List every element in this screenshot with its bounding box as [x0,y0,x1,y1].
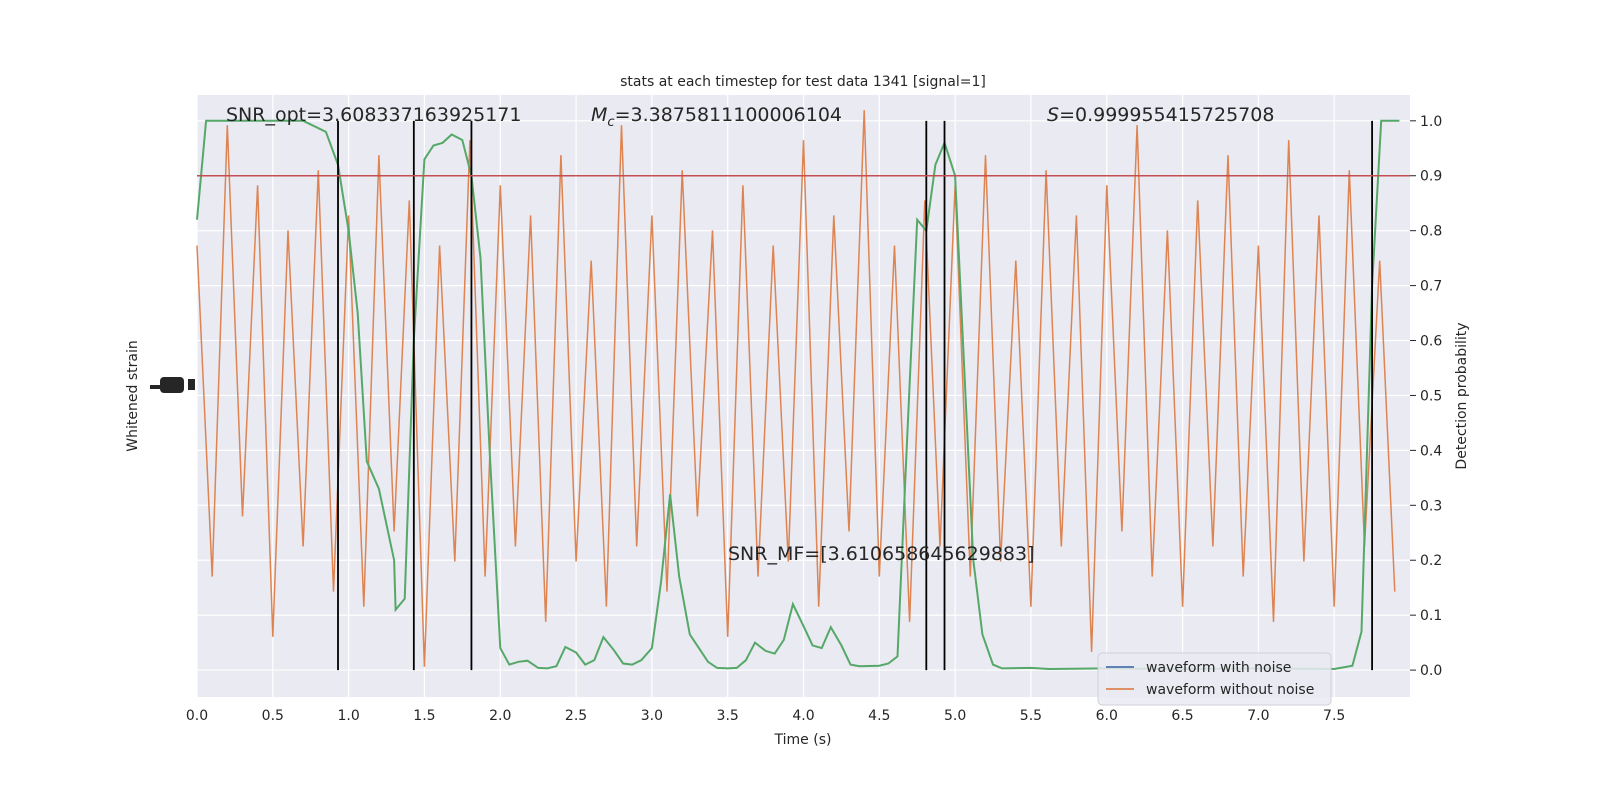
x-tick-label: 5.0 [944,708,966,724]
x-tick-label: 4.5 [868,708,890,724]
annotation: Mc=3.3875811100006104 [591,104,842,130]
y2-tick-label: 0.7 [1420,279,1442,295]
x-tick-label: 7.5 [1323,708,1345,724]
x-tick-label: 4.0 [792,708,814,724]
x-tick-label: 7.0 [1247,708,1269,724]
x-tick-label: 5.5 [1020,708,1042,724]
y2-tick-label: 0.3 [1420,498,1442,514]
x-tick-label: 2.5 [565,708,587,724]
y2-tick-label: 0.8 [1420,224,1442,240]
annotation-text: =0.999955415725708 [1059,104,1274,126]
x-tick-label: 0.0 [186,708,208,724]
legend-label: waveform without noise [1146,682,1314,698]
chart-title: stats at each timestep for test data 134… [620,74,986,90]
annotation: S=0.999955415725708 [1047,104,1274,126]
x-tick-label: 1.0 [337,708,359,724]
annotation: SNR_opt=3.608337163925171 [226,104,521,126]
legend-box [1097,652,1332,706]
x-axis-label: Time (s) [774,732,832,748]
y2-tick-label: 0.9 [1420,169,1442,185]
y-axis-label: Whitened strain [125,340,141,451]
annotation-symbol: M [591,104,607,126]
x-tick-label: 3.5 [717,708,739,724]
x-tick-label: 3.0 [641,708,663,724]
y2-tick-label: 0.2 [1420,553,1442,569]
y2-tick-label: 0.6 [1420,334,1442,350]
legend-label: waveform with noise [1146,660,1291,676]
legend: waveform with noise waveform without nois… [1097,652,1332,706]
series-line [196,119,1400,671]
y2-tick-label: 0.0 [1420,663,1442,679]
y2-axis-label: Detection probability [1454,322,1470,469]
annotation-text: =3.3875811100006104 [615,104,842,126]
annotation-symbol: S [1047,104,1059,126]
y-tick-blob [188,379,195,390]
y2-tick-label: 0.5 [1420,388,1442,404]
x-tick-label: 0.5 [262,708,284,724]
y2-tick-label: 0.4 [1420,443,1442,459]
x-tick-label: 2.0 [489,708,511,724]
marks [196,110,1410,671]
series-line [196,110,1396,667]
x-tick-label: 6.5 [1171,708,1193,724]
annotation: SNR_MF=[3.610658645629883] [728,543,1035,565]
y-tick-blob [160,377,184,393]
y2-tick-label: 1.0 [1420,114,1442,130]
x-tick-label: 6.0 [1096,708,1118,724]
x-tick-label: 1.5 [413,708,435,724]
y2-tick-label: 0.1 [1420,608,1442,624]
annotation-subscript: c [607,115,614,130]
y-tick-blob [150,385,160,389]
